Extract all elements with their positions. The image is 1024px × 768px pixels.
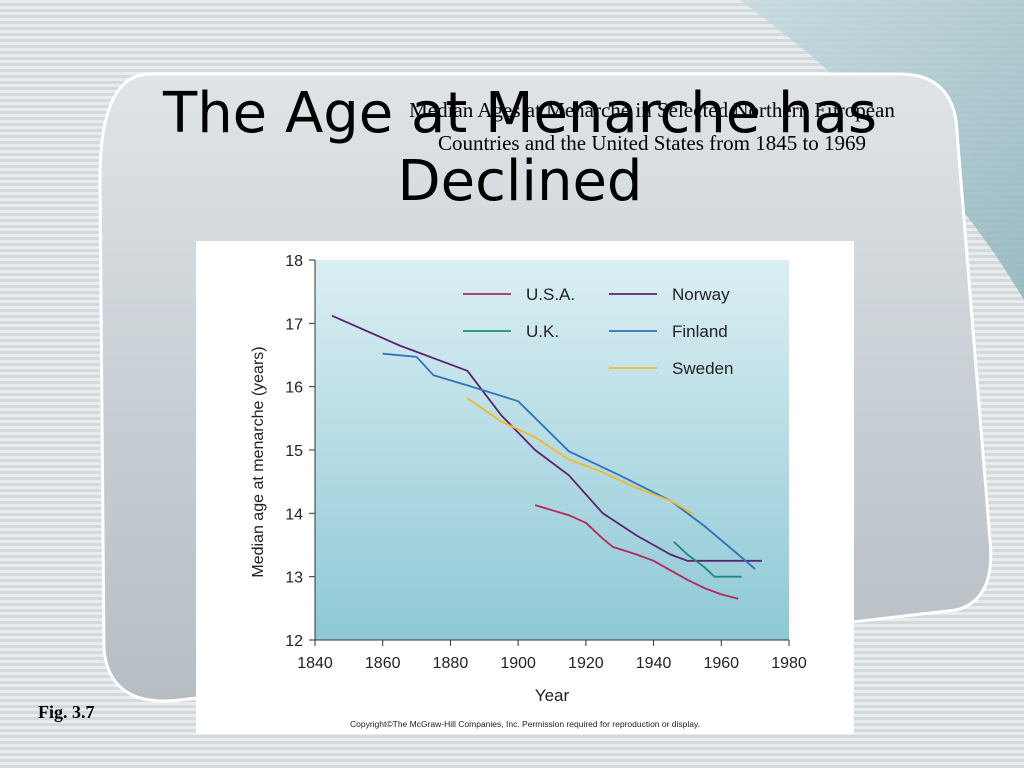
copyright-notice: Copyright©The McGraw-Hill Companies, Inc… bbox=[349, 719, 700, 729]
x-tick-label: 1940 bbox=[636, 655, 672, 672]
series-line-finland bbox=[382, 352, 756, 570]
x-tick-label: 1880 bbox=[433, 655, 469, 672]
y-tick-label: 18 bbox=[285, 253, 303, 270]
y-tick-label: 16 bbox=[285, 380, 303, 397]
x-tick-label: 1860 bbox=[365, 655, 401, 672]
legend-label: Sweden bbox=[672, 359, 733, 378]
x-tick-label: 1840 bbox=[297, 655, 333, 672]
y-tick-label: 12 bbox=[285, 633, 303, 650]
chart-title: Median Ages at Menarche in Selected Nort… bbox=[409, 98, 895, 155]
series-line-norway bbox=[331, 314, 762, 562]
chart-figure: 12 13 14 15 16 17 18 1840 1860 1880 1900 1920 1940 19… bbox=[196, 241, 854, 734]
series-line-usa bbox=[534, 504, 739, 600]
figure-label: Fig. 3.7 bbox=[38, 702, 95, 722]
legend-label: Norway bbox=[672, 285, 730, 304]
legend-label: U.K. bbox=[526, 322, 559, 341]
legend-label: Finland bbox=[672, 322, 728, 341]
y-tick-label: 15 bbox=[285, 443, 303, 460]
x-tick-label: 1920 bbox=[568, 655, 604, 672]
y-tick-label: 13 bbox=[285, 570, 303, 587]
y-tick-label: 17 bbox=[285, 316, 303, 333]
slide-title: The Age at Menarche has Declined bbox=[162, 81, 878, 214]
x-tick-label: 1980 bbox=[771, 655, 807, 672]
y-tick-label: 14 bbox=[285, 506, 303, 523]
x-tick-label: 1900 bbox=[500, 655, 536, 672]
x-axis-label: Year bbox=[535, 686, 570, 705]
series-line-sweden bbox=[466, 397, 695, 516]
y-axis-label: Median age at menarche (years) bbox=[250, 346, 267, 577]
legend-label: U.S.A. bbox=[526, 285, 575, 304]
plot-area bbox=[315, 260, 789, 640]
series-line-uk bbox=[673, 541, 742, 578]
x-tick-label: 1960 bbox=[703, 655, 739, 672]
corner-accent bbox=[740, 0, 1024, 300]
chart-svg: 12 13 14 15 16 17 18 1840 1860 1880 1900 1920 1940 19… bbox=[250, 253, 807, 705]
